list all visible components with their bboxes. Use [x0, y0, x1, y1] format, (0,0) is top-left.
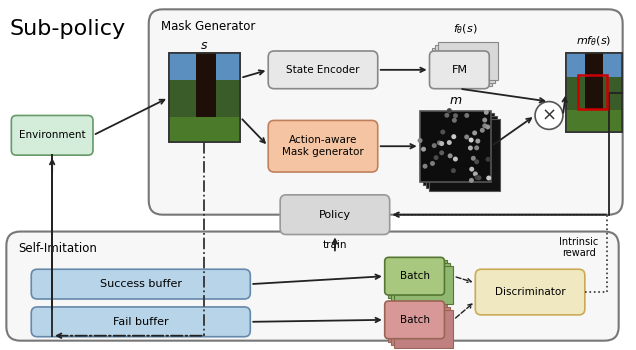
Bar: [438, 42, 498, 80]
Bar: [169, 53, 240, 142]
Text: Self-Imitation: Self-Imitation: [18, 243, 97, 256]
FancyBboxPatch shape: [6, 232, 619, 341]
Circle shape: [451, 168, 456, 173]
Bar: [585, 53, 604, 132]
Circle shape: [480, 128, 485, 133]
Bar: [578, 75, 607, 108]
Circle shape: [472, 131, 477, 135]
Bar: [566, 110, 621, 132]
FancyBboxPatch shape: [149, 9, 623, 215]
Circle shape: [447, 140, 452, 145]
Text: Intrinsic
reward: Intrinsic reward: [559, 237, 598, 258]
Bar: [388, 260, 448, 298]
Bar: [436, 45, 495, 83]
Circle shape: [487, 176, 491, 181]
Circle shape: [469, 167, 474, 172]
Circle shape: [535, 102, 563, 130]
Text: $f_\theta(s)$: $f_\theta(s)$: [453, 22, 478, 36]
Text: State Encoder: State Encoder: [286, 65, 360, 75]
FancyBboxPatch shape: [475, 269, 585, 315]
Circle shape: [474, 159, 479, 164]
Bar: [422, 113, 494, 185]
Circle shape: [434, 155, 439, 160]
Text: ×: ×: [541, 106, 556, 125]
Circle shape: [422, 164, 427, 169]
Text: Batch: Batch: [399, 271, 429, 281]
Bar: [196, 53, 216, 142]
Circle shape: [440, 130, 445, 134]
Text: Fail buffer: Fail buffer: [113, 317, 169, 327]
Text: $m$: $m$: [449, 94, 462, 107]
FancyBboxPatch shape: [268, 51, 378, 89]
FancyBboxPatch shape: [31, 269, 251, 299]
Circle shape: [482, 118, 487, 122]
Bar: [391, 263, 450, 301]
Circle shape: [418, 138, 422, 143]
Text: Batch: Batch: [399, 315, 429, 325]
Bar: [420, 111, 491, 182]
Circle shape: [464, 113, 469, 118]
Circle shape: [430, 161, 435, 166]
Text: Sub-policy: Sub-policy: [10, 19, 125, 39]
Circle shape: [469, 178, 474, 183]
Text: Action-aware
Mask generator: Action-aware Mask generator: [282, 135, 364, 157]
Text: Policy: Policy: [319, 210, 351, 220]
Circle shape: [482, 123, 487, 128]
Text: $s$: $s$: [200, 38, 209, 51]
Circle shape: [484, 110, 489, 115]
Circle shape: [452, 118, 457, 123]
Circle shape: [476, 175, 481, 180]
Circle shape: [485, 157, 490, 162]
Circle shape: [468, 146, 473, 150]
Circle shape: [474, 145, 479, 150]
FancyBboxPatch shape: [385, 301, 445, 339]
Circle shape: [439, 150, 444, 155]
Circle shape: [437, 140, 442, 145]
Bar: [394, 310, 453, 348]
Bar: [566, 53, 621, 132]
Circle shape: [453, 156, 458, 161]
Circle shape: [445, 113, 450, 118]
FancyBboxPatch shape: [280, 195, 390, 234]
Bar: [169, 53, 240, 142]
Circle shape: [469, 138, 474, 142]
Circle shape: [464, 134, 469, 139]
Bar: [169, 53, 240, 80]
Circle shape: [471, 156, 476, 161]
Text: $mf_\theta(s)$: $mf_\theta(s)$: [576, 34, 611, 48]
FancyBboxPatch shape: [385, 257, 445, 295]
Circle shape: [473, 172, 478, 176]
Text: Discriminator: Discriminator: [495, 287, 565, 297]
Bar: [566, 53, 621, 77]
FancyBboxPatch shape: [11, 116, 93, 155]
Circle shape: [452, 134, 456, 139]
Bar: [566, 53, 621, 132]
Text: train: train: [322, 240, 347, 251]
Bar: [432, 48, 492, 86]
FancyBboxPatch shape: [429, 51, 489, 89]
Circle shape: [453, 113, 458, 118]
Circle shape: [439, 141, 444, 146]
FancyBboxPatch shape: [31, 307, 251, 337]
Bar: [425, 117, 497, 188]
Text: Mask Generator: Mask Generator: [161, 20, 255, 33]
Circle shape: [475, 139, 480, 143]
Text: FM: FM: [452, 65, 467, 75]
Text: Environment: Environment: [19, 130, 85, 140]
Circle shape: [447, 108, 452, 113]
Circle shape: [448, 153, 453, 158]
Bar: [388, 304, 448, 342]
Circle shape: [432, 143, 437, 148]
Circle shape: [474, 175, 480, 180]
Bar: [169, 117, 240, 142]
Text: Success buffer: Success buffer: [100, 279, 182, 289]
FancyBboxPatch shape: [268, 120, 378, 172]
Circle shape: [421, 147, 426, 152]
Bar: [394, 266, 453, 304]
Bar: [391, 307, 450, 345]
Circle shape: [485, 125, 490, 130]
Bar: [429, 119, 500, 191]
